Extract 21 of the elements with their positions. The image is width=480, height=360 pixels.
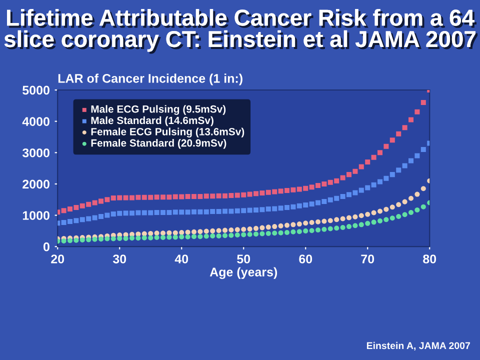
y-tick-label: 3000	[22, 148, 50, 158]
y-tick-label: 1000	[22, 211, 50, 220]
x-tick-label: 40	[174, 254, 188, 264]
chart-title: Lifetime Attributable Cancer Risk from a 64 slice coronary CT: Einstein et al JAMA 2007	[4, 9, 478, 54]
y-axis-title: LAR of Cancer Incidence (1 in:)	[58, 74, 242, 86]
legend-label: Female ECG Pulsing (13.6mSv)	[91, 128, 244, 138]
legend-label: Female Standard (20.9mSv)	[91, 139, 226, 149]
legend-label: Male Standard (14.6mSv)	[91, 116, 214, 126]
x-tick-label: 50	[237, 254, 250, 264]
y-tick-label: 5000	[22, 86, 50, 95]
x-tick-label: 70	[361, 254, 374, 264]
x-tick-label: 20	[51, 254, 64, 264]
x-tick-label: 30	[112, 254, 126, 264]
x-tick-label: 60	[299, 254, 312, 264]
text: Einstein A, JAMA 2007	[366, 342, 470, 350]
y-tick-label: 0	[44, 242, 50, 252]
x-axis-title: Age (years)	[210, 267, 278, 279]
legend-label: Male ECG Pulsing (9.5mSv)	[91, 105, 226, 115]
x-tick-label: 80	[423, 254, 436, 264]
y-tick-label: 4000	[22, 117, 50, 126]
y-tick-label: 2000	[22, 180, 50, 189]
